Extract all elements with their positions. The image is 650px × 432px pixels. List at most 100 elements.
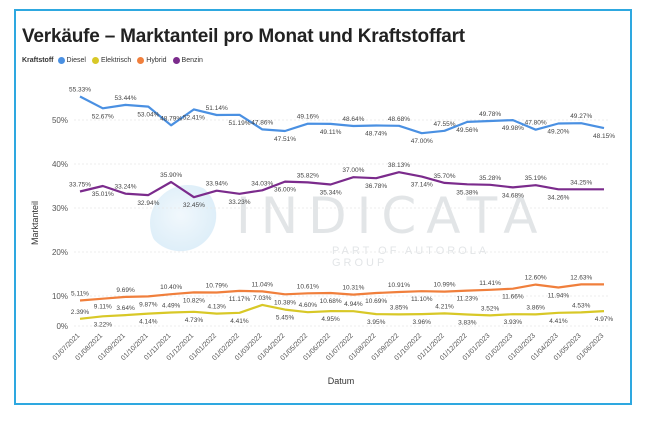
y-axis-title: Marktanteil [30, 201, 40, 245]
data-label-benzin: 33.94% [206, 181, 228, 188]
legend-item-diesel[interactable]: Diesel [57, 57, 86, 64]
data-label-hybrid: 11.41% [479, 280, 501, 287]
data-label-elektrisch: 3.85% [390, 304, 409, 311]
data-label-benzin: 36.00% [274, 187, 296, 194]
data-label-diesel: 49.20% [547, 129, 569, 136]
data-label-hybrid: 10.68% [320, 298, 342, 305]
data-label-elektrisch: 3.93% [504, 319, 523, 326]
data-label-benzin: 36.78% [365, 183, 387, 190]
data-label-diesel: 49.11% [320, 129, 342, 136]
data-label-diesel: 48.74% [365, 131, 387, 138]
data-label-hybrid: 10.99% [433, 282, 455, 289]
data-label-hybrid: 9.69% [116, 287, 135, 294]
y-tick-label: 50% [52, 116, 68, 125]
data-label-elektrisch: 4.41% [549, 318, 568, 325]
legend-item-hybrid[interactable]: Hybrid [137, 57, 167, 64]
data-label-diesel: 48.79% [160, 115, 182, 122]
data-label-diesel: 49.56% [456, 127, 478, 134]
legend-label-hybrid: Hybrid [146, 57, 167, 64]
data-label-hybrid: 10.38% [274, 299, 296, 306]
legend-title: Kraftstoff [22, 57, 54, 64]
data-label-elektrisch: 4.73% [185, 317, 204, 324]
data-label-hybrid: 10.40% [160, 284, 182, 291]
series-line-diesel [79, 95, 605, 135]
data-label-hybrid: 11.23% [457, 296, 479, 303]
data-label-hybrid: 12.63% [570, 274, 592, 281]
data-label-elektrisch: 3.52% [481, 305, 500, 312]
data-label-elektrisch: 2.39% [71, 309, 90, 316]
data-label-benzin: 35.34% [320, 190, 342, 197]
data-label-benzin: 35.70% [433, 173, 455, 180]
data-label-benzin: 32.45% [183, 202, 205, 209]
data-label-diesel: 53.44% [115, 95, 137, 102]
data-label-diesel: 49.78% [479, 111, 501, 118]
data-label-diesel: 47.55% [433, 121, 455, 128]
data-label-elektrisch: 3.83% [458, 320, 477, 327]
data-label-diesel: 52.41% [183, 114, 205, 121]
data-label-benzin: 34.03% [251, 180, 273, 187]
data-label-diesel: 47.00% [411, 138, 433, 145]
data-label-elektrisch: 3.22% [94, 321, 113, 328]
y-tick-label: 40% [52, 160, 68, 169]
data-label-diesel: 47.51% [274, 136, 296, 143]
data-label-benzin: 34.68% [502, 192, 524, 199]
indicata-logo-icon [150, 185, 226, 261]
legend-dot-hybrid [137, 57, 145, 64]
data-label-elektrisch: 4.49% [162, 303, 181, 310]
data-label-elektrisch: 4.41% [230, 318, 249, 325]
data-label-elektrisch: 4.53% [572, 302, 591, 309]
data-label-diesel: 51.19% [228, 120, 250, 127]
data-label-elektrisch: 4.94% [344, 301, 363, 308]
data-label-diesel: 51.14% [206, 105, 228, 112]
data-label-hybrid: 10.31% [342, 285, 364, 292]
data-label-diesel: 47.86% [251, 119, 273, 126]
data-label-diesel: 47.80% [525, 120, 547, 127]
legend-item-benzin[interactable]: Benzin [172, 57, 203, 64]
data-label-hybrid: 9.11% [94, 304, 112, 311]
data-label-elektrisch: 4.21% [435, 303, 454, 310]
data-label-elektrisch: 5.45% [276, 315, 295, 322]
data-label-hybrid: 12.60% [525, 275, 547, 282]
data-label-diesel: 52.67% [92, 113, 114, 120]
watermark-brand: INDICATA [236, 187, 548, 245]
series-line-hybrid [79, 283, 604, 302]
watermark-tagline: PART OF AUTOROLA GROUP [332, 245, 489, 269]
watermark: INDICATA PART OF AUTOROLA GROUP [150, 185, 538, 275]
series-line-elektrisch [79, 303, 605, 320]
data-label-benzin: 33.75% [69, 182, 91, 189]
series-line-benzin [79, 171, 604, 199]
data-label-benzin: 35.28% [479, 175, 501, 182]
data-label-diesel: 49.27% [570, 113, 592, 120]
data-label-elektrisch: 3.64% [116, 305, 135, 312]
data-label-diesel: 49.98% [502, 125, 524, 132]
data-label-hybrid: 10.61% [297, 283, 319, 290]
data-label-diesel: 55.33% [69, 87, 91, 94]
data-label-benzin: 37.14% [411, 182, 433, 189]
chart-frame [14, 9, 632, 405]
data-label-elektrisch: 3.86% [526, 304, 545, 311]
data-label-benzin: 32.94% [137, 200, 159, 207]
data-label-elektrisch: 4.14% [139, 319, 158, 326]
data-label-hybrid: 10.91% [388, 282, 410, 289]
data-label-hybrid: 10.69% [365, 298, 387, 305]
data-label-benzin: 35.82% [297, 172, 319, 179]
data-label-elektrisch: 3.96% [413, 319, 432, 326]
y-tick-label: 30% [52, 204, 68, 213]
legend-item-elektrisch[interactable]: Elektrisch [91, 57, 131, 64]
data-label-hybrid: 9.87% [139, 301, 158, 308]
data-label-elektrisch: 4.97% [595, 316, 614, 323]
data-label-elektrisch: 4.60% [299, 302, 318, 309]
x-axis-title: Datum [328, 376, 355, 386]
data-label-diesel: 48.15% [593, 133, 615, 140]
legend-label-diesel: Diesel [66, 57, 86, 64]
legend-label-benzin: Benzin [181, 57, 203, 64]
data-label-benzin: 35.19% [525, 175, 547, 182]
legend-dot-elektrisch [91, 57, 99, 64]
chart-title: Verkäufe – Marktanteil pro Monat und Kra… [22, 26, 465, 47]
data-label-hybrid: 11.94% [548, 292, 570, 299]
legend: Kraftstoff Diesel Elektrisch Hybrid Benz… [22, 57, 209, 64]
data-label-elektrisch: 7.03% [253, 295, 272, 302]
data-label-benzin: 37.00% [342, 167, 364, 174]
data-label-benzin: 34.26% [547, 194, 569, 201]
